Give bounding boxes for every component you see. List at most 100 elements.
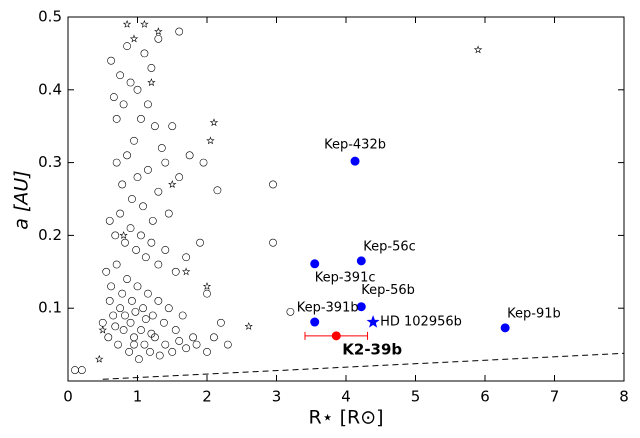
data-point	[269, 238, 277, 247]
data-point	[213, 186, 222, 195]
data-point	[168, 180, 177, 189]
data-point	[175, 337, 184, 345]
data-point	[147, 64, 156, 72]
x-tick-label: 3	[272, 388, 282, 406]
data-point	[98, 318, 107, 327]
data-point	[140, 49, 149, 58]
data-point	[203, 289, 211, 298]
data-point	[130, 340, 138, 349]
y-tick-label: 0.3	[38, 153, 62, 171]
x-tick-label: 7	[550, 388, 560, 406]
data-point	[133, 85, 142, 94]
data-point	[116, 209, 125, 218]
data-point	[147, 78, 156, 87]
reference-line	[102, 352, 625, 380]
data-point	[119, 100, 128, 109]
x-tick-label: 8	[619, 388, 629, 406]
data-point	[104, 333, 113, 342]
data-point	[105, 297, 114, 305]
data-point	[160, 318, 168, 327]
data-point	[310, 259, 320, 269]
data-point	[168, 347, 177, 356]
x-tick-label: 1	[133, 388, 143, 406]
data-point	[196, 238, 204, 247]
point-label: Kep-56b	[361, 283, 415, 298]
data-point	[137, 115, 145, 123]
data-point	[109, 93, 118, 101]
data-point	[144, 289, 152, 298]
data-point	[168, 122, 177, 131]
y-tick-label: 0.2	[38, 226, 62, 244]
data-point	[244, 322, 253, 330]
data-point	[141, 253, 150, 262]
data-point	[71, 366, 79, 374]
data-point	[102, 267, 111, 276]
data-point	[148, 216, 157, 225]
data-point	[128, 297, 136, 305]
data-point	[161, 340, 170, 349]
data-point	[182, 253, 191, 262]
data-point	[126, 224, 135, 233]
data-point	[128, 195, 136, 203]
data-point	[147, 238, 156, 247]
data-point	[164, 304, 173, 313]
data-point	[202, 282, 212, 290]
data-point	[119, 231, 128, 239]
data-point	[126, 78, 135, 87]
point-label: Kep-391b	[297, 301, 359, 316]
data-point	[366, 315, 380, 328]
data-point	[171, 267, 180, 276]
point-label: K2-39b	[342, 340, 402, 358]
plot-frame	[67, 16, 625, 382]
y-tick-label: 0.1	[38, 299, 62, 317]
data-point	[154, 187, 163, 196]
data-point	[157, 144, 166, 152]
data-point	[123, 151, 131, 160]
y-tick-label: 0.4	[38, 80, 62, 98]
y-axis-label: a [AU]	[11, 170, 33, 229]
data-point	[331, 331, 341, 341]
data-point	[131, 307, 140, 316]
data-point	[154, 260, 163, 269]
data-point	[175, 27, 184, 36]
data-point	[192, 340, 201, 349]
data-point	[116, 304, 125, 313]
point-label: Kep-56c	[363, 239, 416, 254]
data-point	[269, 180, 277, 189]
data-point	[500, 323, 510, 333]
data-point	[350, 156, 360, 166]
data-point	[129, 34, 139, 43]
x-tick-label: 5	[411, 388, 421, 406]
data-point	[178, 311, 187, 320]
data-point	[78, 366, 86, 374]
data-point	[154, 297, 163, 305]
data-point	[171, 326, 180, 334]
point-label: Kep-391c	[315, 270, 376, 285]
data-point	[150, 122, 159, 131]
data-point	[148, 311, 157, 320]
data-point	[114, 340, 122, 349]
x-axis-label: R⋆ [R⊙]	[308, 407, 383, 429]
data-point	[133, 173, 142, 182]
data-point	[112, 158, 121, 167]
data-point	[126, 318, 135, 327]
data-point	[137, 231, 145, 240]
data-point	[130, 136, 138, 145]
data-point	[185, 151, 194, 160]
data-point	[107, 56, 115, 65]
point-label: HD 102956b	[380, 315, 462, 330]
x-tick-label: 2	[202, 388, 212, 406]
data-point	[146, 347, 154, 356]
data-point	[164, 209, 173, 218]
data-point	[161, 158, 170, 167]
data-point	[121, 238, 129, 247]
data-point	[112, 260, 121, 269]
data-point	[199, 158, 208, 167]
data-point	[216, 318, 225, 327]
data-point	[122, 19, 132, 28]
data-point	[134, 355, 143, 364]
data-point	[112, 115, 121, 123]
data-point	[161, 246, 170, 254]
